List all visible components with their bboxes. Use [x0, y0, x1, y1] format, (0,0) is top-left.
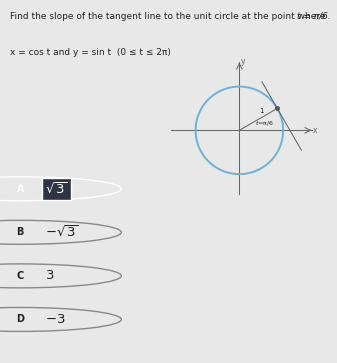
Text: $3$: $3$: [45, 269, 55, 282]
Text: 1: 1: [259, 108, 264, 114]
Text: x: x: [312, 126, 317, 135]
Text: y: y: [241, 57, 246, 66]
Text: x = cos t and y = sin t  (0 ≤ t ≤ 2π): x = cos t and y = sin t (0 ≤ t ≤ 2π): [10, 48, 171, 57]
Text: $\sqrt{3}$: $\sqrt{3}$: [45, 181, 68, 196]
Text: C: C: [17, 271, 24, 281]
Text: t = π/6.: t = π/6.: [297, 12, 330, 21]
Text: B: B: [17, 227, 24, 237]
Text: Find the slope of the tangent line to the unit circle at the point where: Find the slope of the tangent line to th…: [10, 12, 329, 21]
Text: $-\sqrt{3}$: $-\sqrt{3}$: [45, 225, 79, 240]
Text: $t$=π/6: $t$=π/6: [255, 119, 274, 127]
Text: D: D: [16, 314, 24, 325]
Text: $-3$: $-3$: [45, 313, 66, 326]
Text: A: A: [17, 184, 24, 194]
